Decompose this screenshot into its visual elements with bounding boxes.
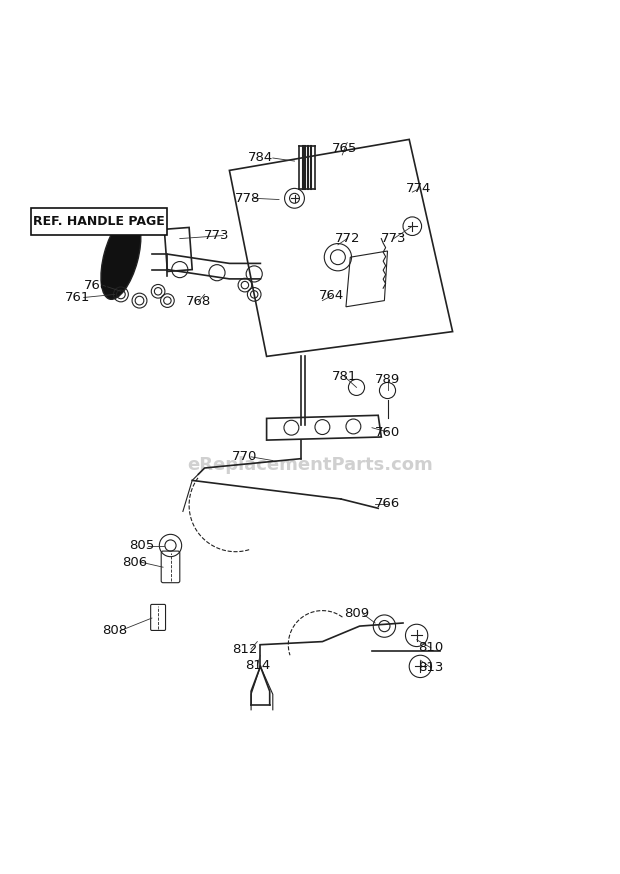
Text: 772: 772 xyxy=(334,232,360,245)
Text: eReplacementParts.com: eReplacementParts.com xyxy=(187,456,433,474)
Text: 810: 810 xyxy=(418,642,443,655)
Text: 768: 768 xyxy=(186,295,211,309)
Text: 766: 766 xyxy=(375,497,400,510)
Text: REF. HANDLE PAGE: REF. HANDLE PAGE xyxy=(33,215,165,228)
Text: 774: 774 xyxy=(406,183,431,196)
FancyBboxPatch shape xyxy=(31,208,167,235)
Text: 814: 814 xyxy=(245,659,270,671)
Text: 808: 808 xyxy=(102,624,127,637)
Text: 764: 764 xyxy=(319,289,344,302)
Text: 765: 765 xyxy=(332,142,356,156)
Text: 805: 805 xyxy=(129,539,154,552)
Text: 781: 781 xyxy=(332,370,356,383)
Text: 768: 768 xyxy=(84,279,108,292)
Text: 812: 812 xyxy=(232,642,257,656)
Text: 761: 761 xyxy=(65,291,90,304)
Text: 773: 773 xyxy=(381,232,407,245)
Text: 806: 806 xyxy=(123,556,148,569)
Text: 770: 770 xyxy=(232,450,257,463)
Text: 760: 760 xyxy=(375,426,400,439)
Ellipse shape xyxy=(101,215,141,300)
Text: 789: 789 xyxy=(375,373,400,386)
Text: 784: 784 xyxy=(248,151,273,164)
Text: 773: 773 xyxy=(204,229,230,242)
Text: 809: 809 xyxy=(344,607,369,621)
Text: 813: 813 xyxy=(418,661,443,674)
Text: 778: 778 xyxy=(236,191,260,205)
